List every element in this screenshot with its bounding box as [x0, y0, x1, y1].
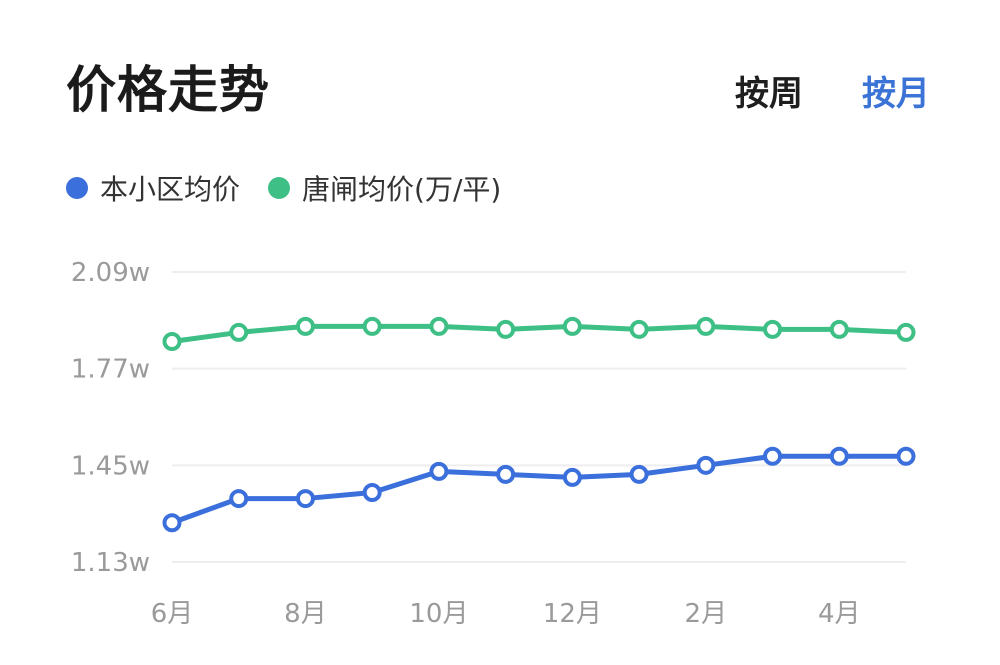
page-title: 价格走势 — [66, 61, 270, 119]
series-0-point — [496, 464, 516, 484]
series-1-point — [763, 319, 783, 339]
legend-item-area: 唐闸均价(万/平) — [268, 168, 501, 208]
series-1-point — [496, 319, 516, 339]
x-tick-label: 12月 — [543, 599, 602, 629]
x-tick-label: 2月 — [685, 599, 728, 629]
chart-legend: 本小区均价 唐闸均价(万/平) — [66, 168, 529, 208]
series-1-point — [295, 316, 315, 336]
legend-dot-green-icon — [268, 177, 291, 199]
y-tick-label: 1.77w — [71, 355, 150, 385]
series-0-point — [295, 489, 315, 509]
series-0-point — [829, 446, 849, 466]
series-0-point — [429, 461, 449, 481]
series-0-point — [162, 513, 182, 533]
y-tick-label: 2.09w — [71, 258, 150, 288]
series-0-point — [362, 483, 382, 503]
series-1-point — [829, 319, 849, 339]
toggle-by-week-button[interactable]: 按周 — [735, 74, 803, 114]
series-0-point — [629, 464, 649, 484]
series-0-point — [896, 446, 916, 466]
series-1-point — [429, 316, 449, 336]
series-line-1 — [169, 323, 909, 344]
x-tick-label: 6月 — [151, 599, 194, 629]
series-1-point — [696, 316, 716, 336]
toggle-by-month-button[interactable]: 按月 — [862, 74, 930, 114]
series-0-point — [763, 446, 783, 466]
series-1-point — [362, 316, 382, 336]
legend-label-community: 本小区均价 — [100, 173, 241, 206]
series-line-0 — [169, 453, 909, 526]
series-0-point — [229, 489, 249, 509]
series-1-point — [229, 322, 249, 342]
series-0-point — [562, 467, 582, 487]
legend-dot-blue-icon — [66, 177, 88, 199]
legend-item-community: 本小区均价 — [66, 168, 240, 208]
x-tick-label: 8月 — [284, 599, 327, 629]
x-tick-label: 4月 — [818, 599, 861, 629]
series-1-point — [162, 331, 182, 351]
y-tick-label: 1.45w — [71, 451, 150, 481]
series-1-point — [896, 322, 916, 342]
series-1-point — [629, 319, 649, 339]
series-0-point — [696, 455, 716, 475]
x-tick-label: 10月 — [409, 599, 468, 629]
series-1-point — [562, 316, 582, 336]
y-tick-label: 1.13w — [71, 548, 150, 578]
legend-label-area: 唐闸均价(万/平) — [302, 173, 502, 206]
